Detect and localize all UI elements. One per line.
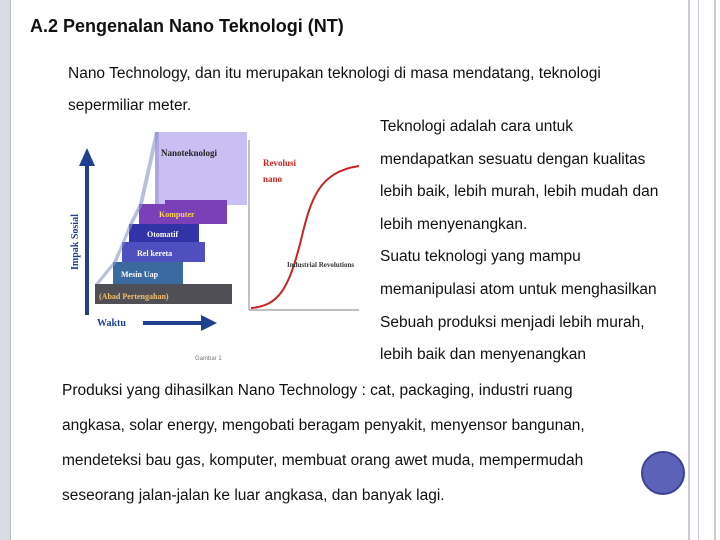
- products-line: mendeteksi bau gas, komputer, membuat or…: [62, 452, 584, 469]
- x-axis-label: Waktu: [97, 318, 126, 329]
- curve-label: Revolusi: [263, 158, 297, 168]
- x-axis-arrowhead: [201, 315, 217, 331]
- products-line: angkasa, solar energy, mengobati beragam…: [62, 417, 585, 434]
- right-decorative-line: [688, 0, 690, 540]
- left-decorative-bar: [0, 0, 10, 540]
- nanotech-impact-figure: Nanoteknologi Komputer Otomatif Rel kere…: [67, 120, 367, 365]
- side-line: lebih baik, lebih murah, lebih mudah dan: [380, 183, 659, 201]
- figure-caption: Gambar 1: [195, 356, 222, 362]
- left-decorative-line: [10, 0, 11, 540]
- figure-canvas: Nanoteknologi Komputer Otomatif Rel kere…: [67, 120, 367, 365]
- slide-title: A.2 Pengenalan Nano Teknologi (NT): [30, 16, 344, 36]
- right-decorative-line: [714, 0, 716, 540]
- layer-label: Otomatif: [147, 230, 178, 239]
- side-line: Suatu teknologi yang mampu: [380, 248, 581, 266]
- side-line: Teknologi adalah cara untuk: [380, 118, 574, 135]
- layer-label: (Abad Pertengahan): [99, 292, 169, 301]
- y-axis-label: Impak Sosial: [70, 214, 81, 270]
- intro-line: sepermiliar meter.: [68, 97, 192, 114]
- curve-label: nano: [263, 174, 283, 184]
- layer-label: Rel kereta: [137, 249, 172, 258]
- side-line: lebih menyenangkan.: [380, 215, 528, 233]
- layer-label: Nanoteknologi: [161, 148, 218, 158]
- right-decorative-line: [698, 0, 699, 540]
- layer-label: Mesin Uap: [121, 270, 159, 279]
- intro-line: Nano Technology, dan itu merupakan tekno…: [68, 65, 601, 82]
- industrial-label: Industrial Revolutions: [287, 261, 354, 269]
- side-description: Teknologi adalah cara untuk mendapatkan …: [380, 111, 710, 372]
- accent-circle: [641, 451, 685, 495]
- products-paragraph: Produksi yang dihasilkan Nano Technology…: [62, 373, 702, 513]
- intro-paragraph: Nano Technology, dan itu merupakan tekno…: [68, 58, 688, 122]
- side-line: lebih baik dan menyenangkan: [380, 346, 586, 364]
- side-line: memanipulasi atom untuk menghasilkan: [380, 280, 657, 298]
- y-axis-arrowhead: [79, 148, 95, 166]
- layer-label: Komputer: [159, 210, 195, 219]
- layer-rel-kereta: [122, 242, 205, 262]
- layer-ridge: [95, 132, 159, 284]
- layer-nanoteknologi: [155, 132, 247, 205]
- layer-abad-pertengahan: [95, 284, 232, 304]
- side-line: Sebuah produksi menjadi lebih murah,: [380, 313, 645, 331]
- products-line: seseorang jalan-jalan ke luar angkasa, d…: [62, 487, 445, 504]
- layer-otomatif: [129, 224, 199, 242]
- layer-mesin-uap: [113, 262, 183, 284]
- layer-komputer: [139, 200, 227, 224]
- side-line: mendapatkan sesuatu dengan kualitas: [380, 150, 646, 168]
- nano-revolution-curve: [250, 165, 360, 309]
- products-line: Produksi yang dihasilkan Nano Technology…: [62, 382, 573, 399]
